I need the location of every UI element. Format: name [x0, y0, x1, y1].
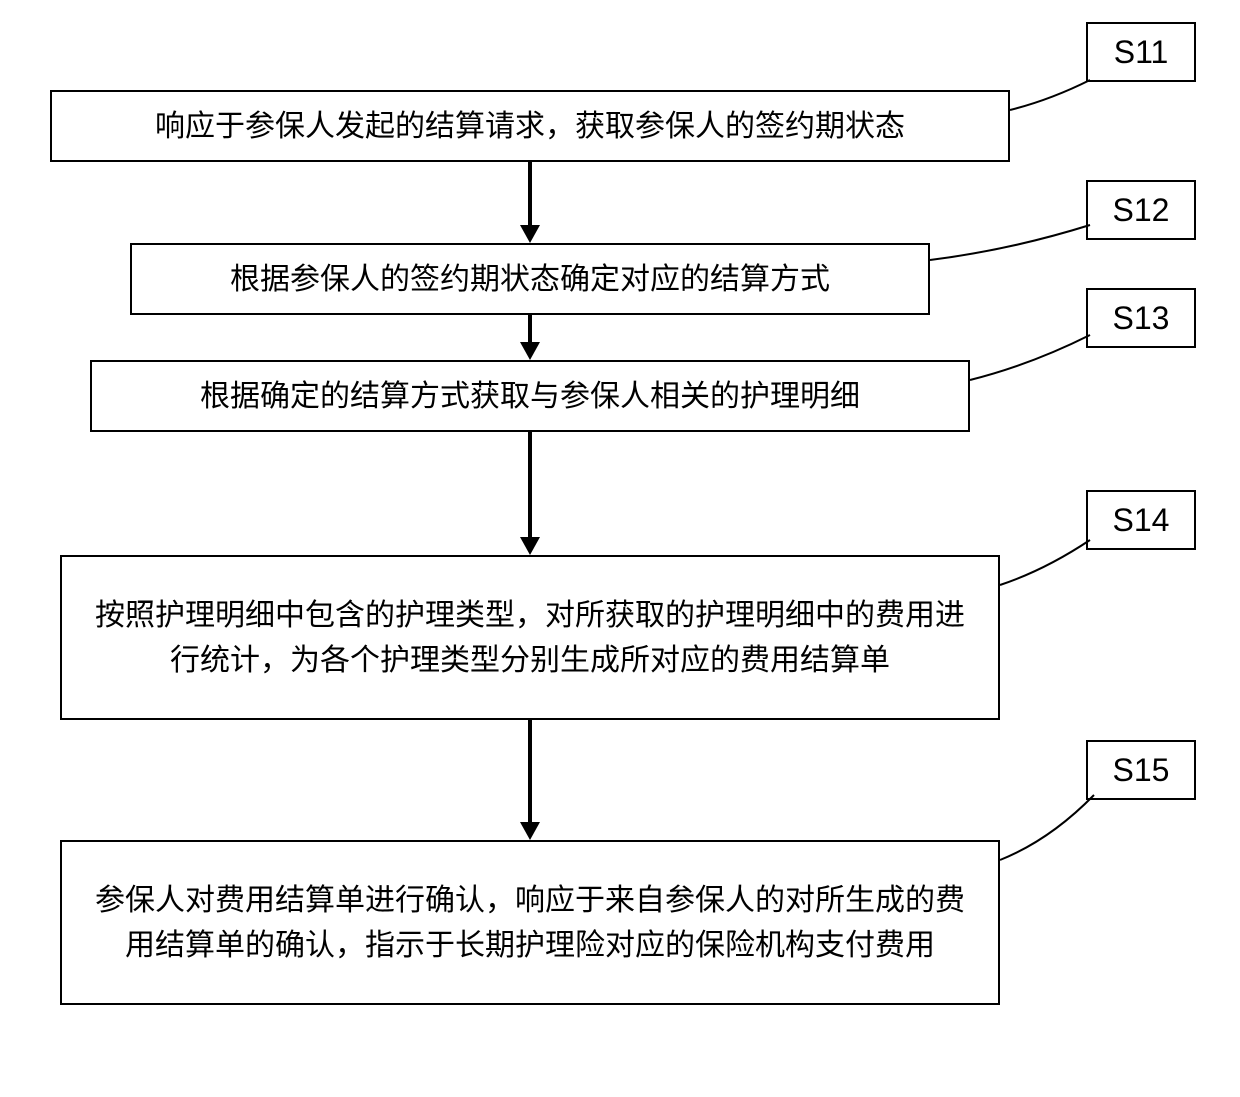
- connector-s13: [970, 335, 1090, 380]
- step-box-s11: 响应于参保人发起的结算请求，获取参保人的签约期状态: [50, 90, 1010, 162]
- flowchart-container: 响应于参保人发起的结算请求，获取参保人的签约期状态 S11 根据参保人的签约期状…: [0, 0, 1240, 1097]
- step-label-s14: S14: [1086, 490, 1196, 550]
- step-label-text-s15: S15: [1113, 752, 1170, 789]
- step-box-s14: 按照护理明细中包含的护理类型，对所获取的护理明细中的费用进行统计，为各个护理类型…: [60, 555, 1000, 720]
- arrow-line-4: [528, 720, 532, 822]
- step-text-s13: 根据确定的结算方式获取与参保人相关的护理明细: [200, 374, 860, 419]
- step-text-s14: 按照护理明细中包含的护理类型，对所获取的护理明细中的费用进行统计，为各个护理类型…: [82, 593, 978, 683]
- step-box-s15: 参保人对费用结算单进行确认，响应于来自参保人的对所生成的费用结算单的确认，指示于…: [60, 840, 1000, 1005]
- step-text-s11: 响应于参保人发起的结算请求，获取参保人的签约期状态: [155, 104, 905, 149]
- step-box-s13: 根据确定的结算方式获取与参保人相关的护理明细: [90, 360, 970, 432]
- arrow-head-icon-2: [520, 342, 540, 360]
- arrow-head-icon-3: [520, 537, 540, 555]
- step-label-text-s13: S13: [1113, 300, 1170, 337]
- arrow-line-2: [528, 315, 532, 342]
- step-label-s11: S11: [1086, 22, 1196, 82]
- connector-s14: [1000, 540, 1090, 585]
- step-label-s12: S12: [1086, 180, 1196, 240]
- step-label-text-s11: S11: [1114, 34, 1169, 71]
- arrow-head-icon-1: [520, 225, 540, 243]
- connector-s11: [1010, 80, 1090, 110]
- step-text-s15: 参保人对费用结算单进行确认，响应于来自参保人的对所生成的费用结算单的确认，指示于…: [82, 878, 978, 968]
- connector-s12: [930, 225, 1090, 260]
- step-label-s13: S13: [1086, 288, 1196, 348]
- step-label-s15: S15: [1086, 740, 1196, 800]
- step-text-s12: 根据参保人的签约期状态确定对应的结算方式: [230, 257, 830, 302]
- arrow-head-icon-4: [520, 822, 540, 840]
- step-label-text-s12: S12: [1113, 192, 1170, 229]
- connector-s15: [1000, 795, 1094, 860]
- step-label-text-s14: S14: [1113, 502, 1170, 539]
- step-box-s12: 根据参保人的签约期状态确定对应的结算方式: [130, 243, 930, 315]
- arrow-line-3: [528, 432, 532, 537]
- arrow-line-1: [528, 162, 532, 225]
